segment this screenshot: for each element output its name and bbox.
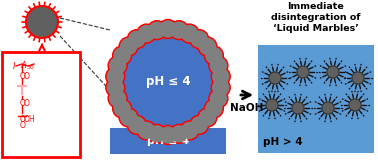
Circle shape [107, 80, 123, 96]
Circle shape [149, 126, 165, 142]
Circle shape [158, 20, 178, 39]
Circle shape [138, 26, 155, 42]
Circle shape [269, 72, 281, 84]
Circle shape [124, 38, 212, 126]
Circle shape [169, 21, 189, 40]
Circle shape [137, 24, 156, 43]
Circle shape [206, 48, 222, 64]
Circle shape [327, 66, 339, 78]
Bar [258, 45, 374, 153]
Circle shape [190, 30, 209, 49]
Text: OH: OH [24, 115, 36, 124]
Circle shape [199, 109, 215, 125]
Circle shape [297, 66, 309, 78]
Text: Immediate
disintegration of
‘Liquid Marbles’: Immediate disintegration of ‘Liquid Marb… [271, 2, 361, 33]
Text: pH ≤ 4: pH ≤ 4 [147, 136, 189, 146]
Circle shape [127, 115, 146, 134]
Circle shape [349, 99, 361, 111]
Circle shape [191, 117, 207, 133]
Circle shape [119, 37, 138, 56]
Circle shape [147, 21, 166, 40]
Circle shape [27, 7, 57, 37]
Text: $\mathit{I}$: $\mathit{I}$ [12, 60, 16, 71]
Circle shape [160, 127, 176, 143]
Bar [2, 52, 80, 157]
Circle shape [209, 56, 228, 75]
Circle shape [108, 89, 127, 108]
Circle shape [171, 22, 187, 38]
Circle shape [149, 22, 165, 38]
Circle shape [266, 99, 278, 111]
Circle shape [106, 67, 125, 86]
Circle shape [199, 39, 215, 55]
Circle shape [169, 124, 189, 143]
Circle shape [110, 90, 125, 106]
Text: pH ≤ 4: pH ≤ 4 [146, 76, 190, 88]
Text: O: O [20, 99, 26, 108]
Circle shape [147, 124, 166, 143]
Circle shape [180, 24, 199, 43]
Circle shape [138, 122, 155, 138]
Circle shape [204, 99, 223, 118]
Circle shape [211, 78, 230, 97]
Text: O: O [20, 115, 26, 124]
Text: pH > 4: pH > 4 [263, 137, 303, 147]
Circle shape [114, 100, 130, 116]
Circle shape [107, 68, 123, 84]
Circle shape [110, 58, 125, 74]
Circle shape [180, 121, 199, 140]
Bar [110, 128, 226, 154]
Circle shape [352, 72, 364, 84]
Circle shape [121, 109, 136, 125]
Text: O: O [20, 72, 26, 81]
Circle shape [211, 67, 230, 86]
Circle shape [129, 31, 145, 47]
Text: O: O [20, 121, 26, 130]
Circle shape [113, 99, 132, 118]
Circle shape [160, 21, 176, 37]
Circle shape [198, 108, 217, 127]
Text: O: O [24, 99, 30, 108]
Text: $\mathit{A}_{30}$: $\mathit{A}_{30}$ [20, 60, 35, 72]
Circle shape [158, 125, 178, 144]
Circle shape [106, 78, 125, 97]
Circle shape [171, 126, 187, 142]
Circle shape [190, 115, 209, 134]
Circle shape [181, 26, 198, 42]
Circle shape [119, 108, 138, 127]
Circle shape [213, 80, 229, 96]
Circle shape [211, 90, 226, 106]
Text: NaOH: NaOH [230, 103, 264, 113]
Circle shape [108, 56, 127, 75]
Circle shape [114, 48, 130, 64]
Circle shape [213, 68, 229, 84]
Circle shape [204, 46, 223, 65]
Circle shape [137, 121, 156, 140]
Circle shape [206, 100, 222, 116]
Circle shape [322, 102, 334, 114]
Circle shape [198, 37, 217, 56]
Circle shape [121, 39, 136, 55]
Circle shape [211, 58, 226, 74]
Circle shape [113, 46, 132, 65]
Circle shape [292, 102, 304, 114]
Circle shape [127, 30, 146, 49]
Circle shape [129, 117, 145, 133]
Text: O: O [24, 72, 30, 81]
Circle shape [181, 122, 198, 138]
Circle shape [209, 89, 228, 108]
Circle shape [191, 31, 207, 47]
